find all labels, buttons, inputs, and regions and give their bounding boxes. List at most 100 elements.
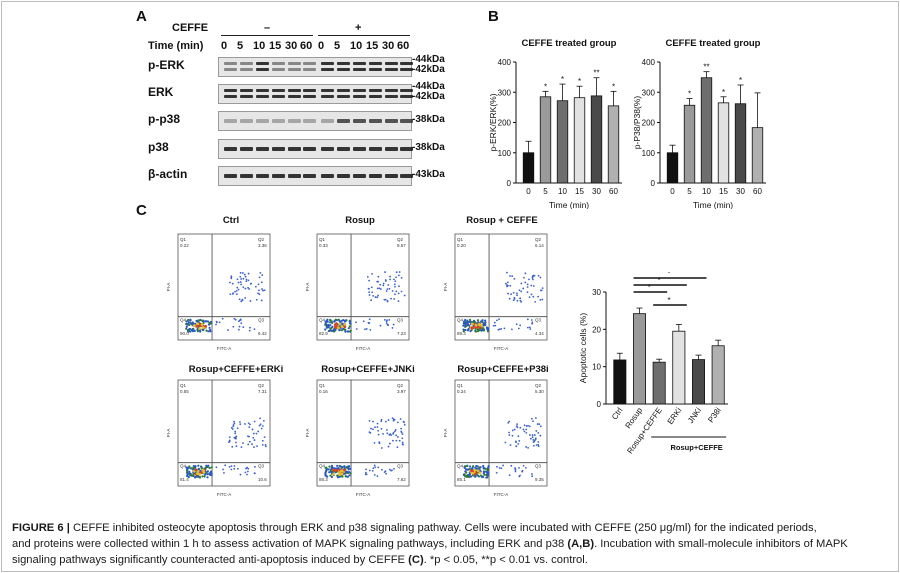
facs-dot — [364, 328, 366, 331]
facs-dot — [470, 322, 474, 326]
x-axis-label: Time (min) — [549, 200, 589, 209]
bar — [522, 152, 535, 184]
blot-band — [256, 62, 269, 65]
facs-dot — [395, 439, 398, 442]
facs-dot — [326, 318, 329, 321]
facs-dot — [486, 330, 490, 333]
facs-dot — [381, 468, 383, 471]
x-tick-label: P38i — [706, 406, 723, 424]
facs-dot — [228, 436, 231, 439]
time-point-label: 10 — [253, 40, 266, 52]
facs-dot — [387, 284, 390, 286]
facs-dot — [235, 445, 238, 448]
time-label: Time (min) — [148, 40, 204, 52]
blot-band — [353, 95, 366, 98]
facs-dot — [403, 294, 406, 297]
facs-dot — [378, 441, 381, 444]
facs-dot — [328, 465, 331, 468]
facs-dot — [535, 430, 538, 432]
facs-dot — [340, 325, 344, 328]
facs-dot — [330, 470, 333, 474]
facs-dot — [471, 471, 474, 475]
facs-dot — [233, 465, 236, 467]
facs-dot — [473, 320, 476, 324]
facs-dot — [484, 321, 487, 324]
facs-dot — [365, 468, 367, 471]
facs-dot — [387, 445, 390, 448]
facs-dot — [258, 276, 261, 279]
facs-dot — [257, 430, 260, 433]
facs-dot — [338, 473, 341, 477]
blot-band — [240, 68, 253, 71]
facs-plot-title: Rosup + CEFFE — [466, 215, 538, 226]
quadrant-label: Q4 — [180, 318, 187, 323]
facs-dot — [469, 475, 472, 478]
panel-label-c: C — [136, 202, 147, 219]
facs-dot — [333, 320, 336, 323]
x-axis-label: Time (min) — [693, 200, 733, 209]
blot-band — [288, 174, 301, 178]
plus-bracket — [318, 35, 410, 36]
facs-dot — [389, 278, 391, 281]
facs-dot — [393, 298, 396, 300]
facs-dot — [526, 291, 529, 294]
blot-band — [224, 62, 237, 65]
blot-band — [256, 95, 269, 98]
facs-dot — [189, 318, 192, 321]
facs-dot — [233, 420, 235, 423]
caption-line2c: . Incubation with small-molecule inhibit… — [594, 538, 848, 550]
facs-dot — [536, 423, 539, 425]
time-point-label: 0 — [318, 40, 325, 52]
facs-dot — [376, 287, 379, 290]
facs-dot — [249, 326, 251, 329]
facs-dot — [227, 329, 229, 331]
y-axis-label: Apoptotic cells (%) — [578, 313, 588, 384]
facs-dot — [528, 326, 531, 329]
facs-dot — [485, 327, 489, 330]
facs-dot — [465, 471, 468, 474]
facs-dot — [324, 323, 328, 326]
facs-dot — [382, 284, 385, 287]
facs-dot — [260, 427, 263, 430]
quadrant-value: 6.42 — [258, 331, 267, 336]
facs-dot — [377, 294, 379, 297]
facs-dot — [476, 325, 479, 329]
facs-dot — [202, 470, 206, 474]
facs-dot — [368, 279, 371, 282]
facs-dot — [397, 274, 400, 277]
facs-dot — [387, 419, 390, 421]
facs-dot — [193, 329, 196, 332]
quadrant-label: Q3 — [397, 318, 404, 323]
facs-dot — [534, 300, 537, 303]
facs-dot — [370, 286, 373, 289]
facs-dot — [384, 298, 387, 301]
x-tick-label: 5 — [687, 187, 692, 196]
facs-dot — [531, 276, 534, 278]
facs-dot — [539, 434, 542, 437]
y-tick-label: 300 — [498, 88, 512, 97]
facs-dot — [376, 296, 379, 299]
blot-row-label: ERK — [148, 85, 174, 99]
blot-band — [353, 174, 366, 178]
facs-plot-title: Ctrl — [222, 215, 240, 226]
quadrant-label: Q3 — [535, 464, 542, 469]
quadrant-value: 7.23 — [397, 331, 406, 336]
quadrant-label: Q2 — [258, 383, 265, 388]
facs-dot — [530, 284, 533, 287]
facs-dot — [237, 467, 239, 470]
facs-dot — [529, 437, 532, 440]
blot-band — [321, 62, 334, 65]
facs-dot — [394, 428, 397, 431]
facs-dot — [517, 435, 520, 438]
facs-dot — [397, 300, 400, 303]
quadrant-value: 10.6 — [258, 477, 267, 482]
blot-band — [353, 147, 366, 151]
facs-dot — [390, 434, 393, 437]
kda-marker: -42kDa — [412, 91, 445, 102]
facs-dot — [348, 474, 351, 477]
facs-dot — [523, 276, 525, 279]
plus-sign: + — [355, 22, 362, 34]
quadrant-label: Q1 — [319, 383, 326, 388]
facs-dot — [537, 440, 540, 443]
facs-dot — [377, 429, 380, 432]
